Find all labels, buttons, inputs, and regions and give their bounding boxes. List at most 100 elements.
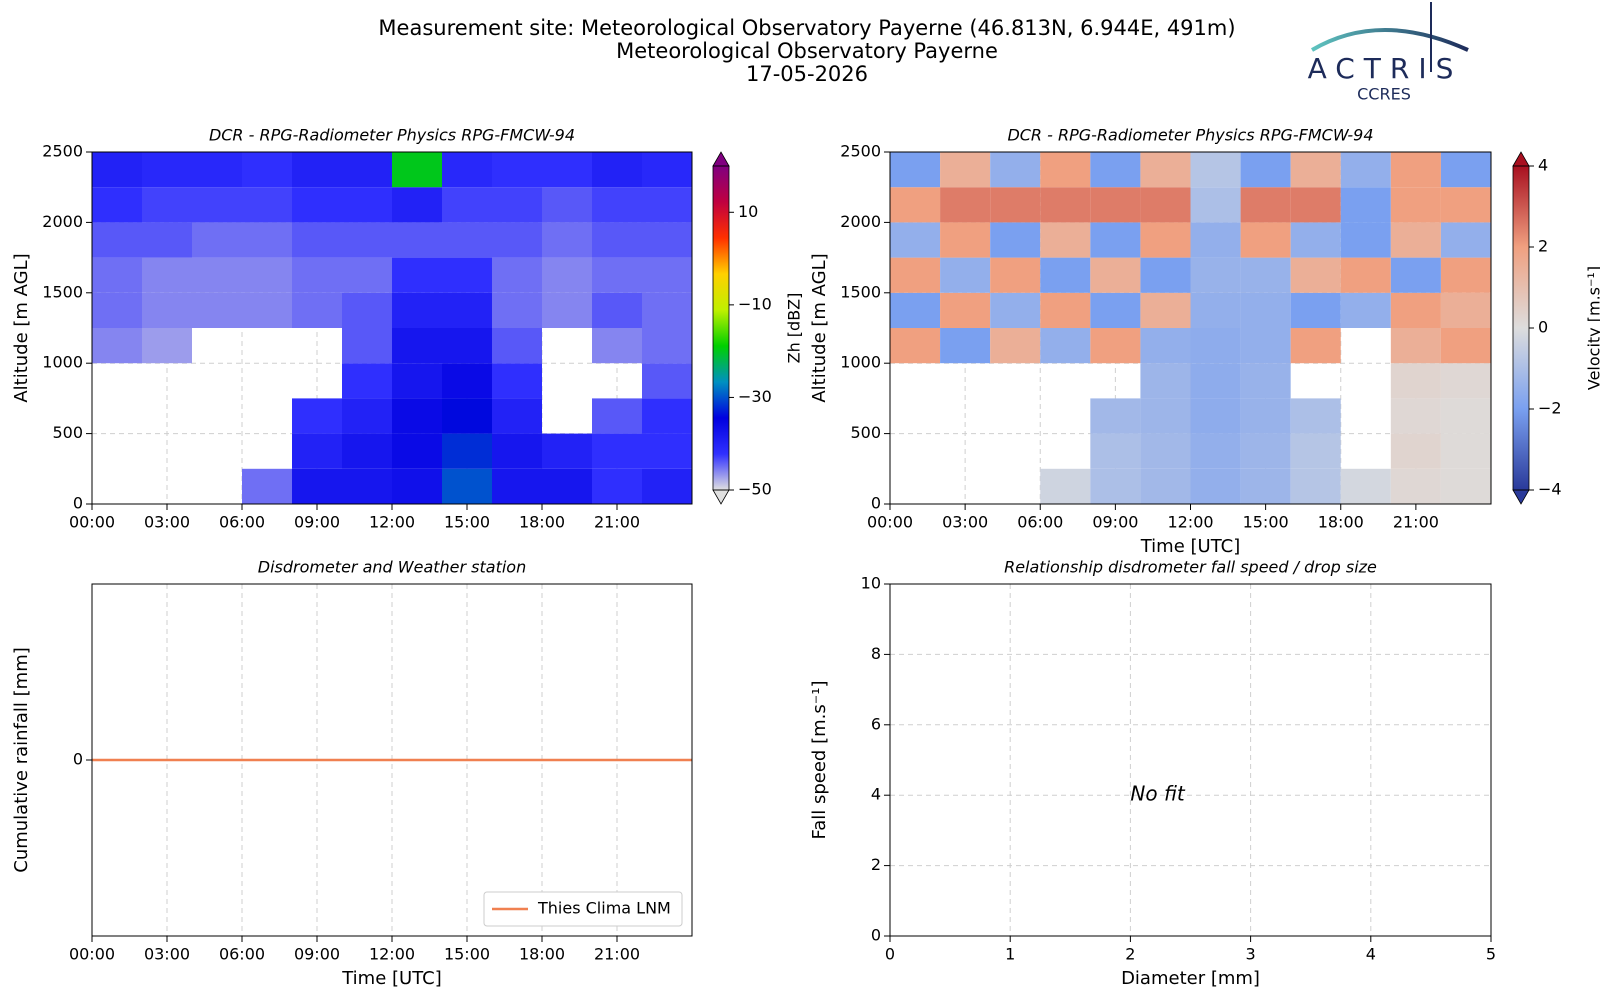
heatmap-cell xyxy=(592,187,642,223)
x-tick-label: 18:00 xyxy=(519,513,565,532)
heatmap-cell xyxy=(1190,398,1241,434)
heatmap-cell xyxy=(492,292,542,328)
x-tick-label: 00:00 xyxy=(867,513,913,532)
heatmap-cell xyxy=(1140,398,1191,434)
heatmap-cell xyxy=(940,222,991,258)
heatmap-cell xyxy=(142,292,192,328)
x-tick-label: 06:00 xyxy=(219,945,265,964)
heatmap-cell xyxy=(542,433,592,469)
heatmap-cell xyxy=(492,222,542,258)
heatmap-cell xyxy=(940,328,991,364)
y-tick-label: 6 xyxy=(871,714,881,733)
heatmap-cell xyxy=(342,468,392,504)
heatmap-cell xyxy=(1140,222,1191,258)
heatmap-cell xyxy=(292,257,342,293)
x-tick-label: 15:00 xyxy=(444,513,490,532)
heatmap-cell xyxy=(1290,398,1341,434)
heatmap-cell xyxy=(292,152,342,188)
heatmap-cell xyxy=(642,222,692,258)
colorbar-tick-label: −50 xyxy=(738,480,772,499)
heatmap-cell xyxy=(92,328,142,364)
x-tick-label: 0 xyxy=(885,945,895,964)
heatmap-cell xyxy=(940,187,991,223)
heatmap-cell xyxy=(142,187,192,223)
heatmap-cell xyxy=(990,222,1041,258)
heatmap-cell xyxy=(92,152,142,188)
x-tick-label: 12:00 xyxy=(1167,513,1213,532)
heatmap-cell xyxy=(990,328,1041,364)
heatmap-cell xyxy=(1390,257,1441,293)
heatmap-cell xyxy=(642,292,692,328)
heatmap-cell xyxy=(1290,222,1341,258)
y-tick-label: 0 xyxy=(871,494,881,513)
heatmap-cell xyxy=(1140,257,1191,293)
heatmap-cell xyxy=(1190,433,1241,469)
heatmap-cell xyxy=(1290,292,1341,328)
heatmap-cell xyxy=(242,257,292,293)
x-tick-label: 06:00 xyxy=(219,513,265,532)
colorbar-tick-label: 2 xyxy=(1538,237,1548,256)
chart-title: Relationship disdrometer fall speed / dr… xyxy=(1004,558,1377,577)
heatmap-cell xyxy=(1390,468,1441,504)
colorbar-tick-label: −4 xyxy=(1538,480,1562,499)
x-tick-label: 09:00 xyxy=(1092,513,1138,532)
heatmap-cell xyxy=(492,433,542,469)
heatmap-cell xyxy=(1090,187,1141,223)
heatmap-cell xyxy=(990,187,1041,223)
heatmap-cell xyxy=(642,363,692,399)
logo-name: ACTRIS xyxy=(1308,52,1463,85)
heatmap-cell xyxy=(242,222,292,258)
heatmap-cell xyxy=(592,398,642,434)
heatmap-cell xyxy=(192,187,242,223)
heatmap-cell xyxy=(142,257,192,293)
heatmap-cell xyxy=(1140,468,1191,504)
heatmap-cell xyxy=(1340,468,1391,504)
y-tick-label: 8 xyxy=(871,644,881,663)
heatmap-cell xyxy=(492,468,542,504)
heatmap-cell xyxy=(1190,292,1241,328)
heatmap-cell xyxy=(1240,363,1291,399)
x-tick-label: 03:00 xyxy=(942,513,988,532)
heatmap-cell xyxy=(492,187,542,223)
colorbar-tick-label: −30 xyxy=(738,387,772,406)
heatmap-cell xyxy=(1390,152,1441,188)
heatmap-cell xyxy=(392,187,442,223)
heatmap-cell xyxy=(542,292,592,328)
heatmap-cell xyxy=(292,468,342,504)
heatmap-cell xyxy=(492,398,542,434)
heatmap-cell xyxy=(1240,292,1291,328)
heatmap-cell xyxy=(342,328,392,364)
header-title: Measurement site: Meteorological Observa… xyxy=(378,16,1235,40)
heatmap-cell xyxy=(1390,222,1441,258)
heatmap-cell xyxy=(642,398,692,434)
heatmap-cell xyxy=(1040,468,1091,504)
heatmap-cell xyxy=(1390,363,1441,399)
heatmap-cell xyxy=(542,468,592,504)
x-tick-label: 21:00 xyxy=(1393,513,1439,532)
y-tick-label: 1000 xyxy=(840,353,881,372)
heatmap-cell xyxy=(1290,468,1341,504)
heatmap-cell xyxy=(1140,328,1191,364)
heatmap-cell xyxy=(1390,433,1441,469)
x-tick-label: 4 xyxy=(1366,945,1376,964)
y-tick-label: 500 xyxy=(52,423,83,442)
header-subtitle: Meteorological Observatory Payerne xyxy=(616,39,998,63)
x-tick-label: 21:00 xyxy=(594,945,640,964)
y-axis-label: Fall speed [m.s⁻¹] xyxy=(809,681,830,840)
heatmap-cell xyxy=(1340,222,1391,258)
heatmap-cell xyxy=(940,152,991,188)
heatmap-cell xyxy=(1040,187,1091,223)
heatmap-cell xyxy=(1240,398,1291,434)
colorbar-label: Zh [dBZ] xyxy=(785,293,804,364)
x-tick-label: 3 xyxy=(1246,945,1256,964)
heatmap-cell xyxy=(890,152,941,188)
heatmap-cell xyxy=(592,257,642,293)
heatmap-cell xyxy=(342,222,392,258)
heatmap-cell xyxy=(542,257,592,293)
colorbar xyxy=(1513,166,1529,490)
heatmap-cell xyxy=(1240,468,1291,504)
heatmap-cell xyxy=(192,292,242,328)
heatmap-cell xyxy=(342,363,392,399)
heatmap-cell xyxy=(1240,257,1291,293)
